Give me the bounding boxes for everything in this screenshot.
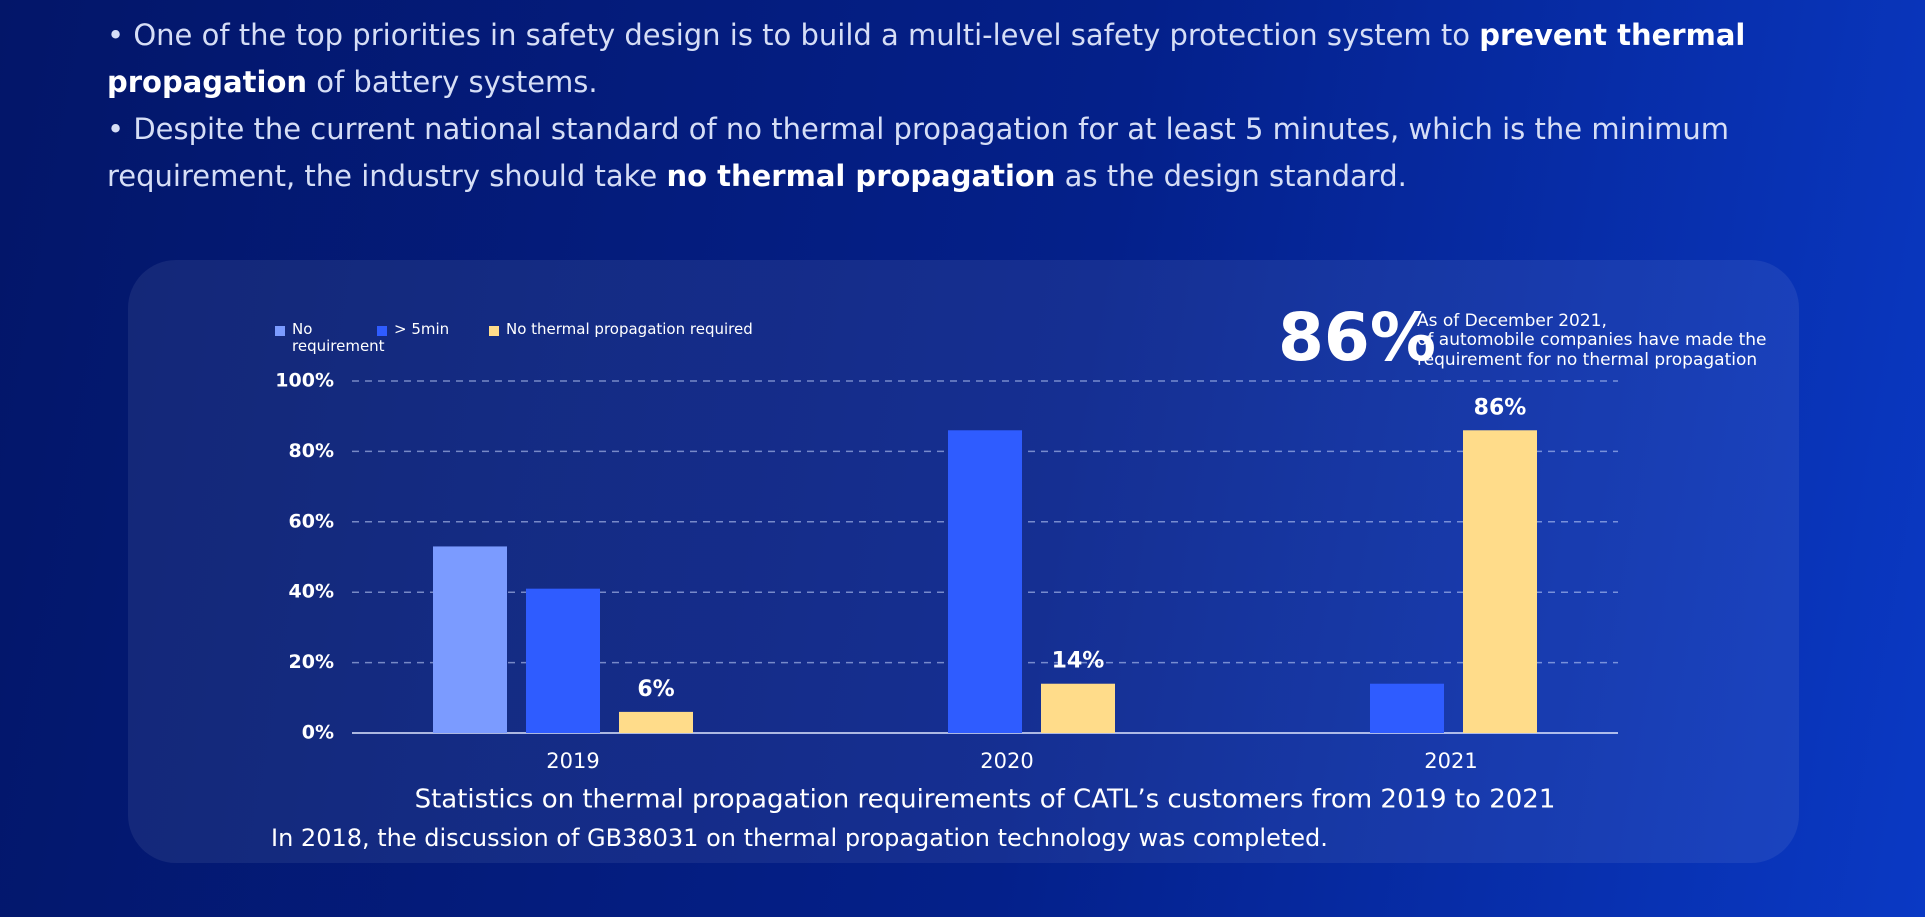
- big-stat: 86%: [1278, 299, 1436, 376]
- bar: [1463, 430, 1537, 733]
- text: • One of the top priorities in safety de…: [107, 18, 1480, 52]
- y-tick-label: 80%: [289, 440, 334, 462]
- legend-label: No thermal propagation required: [506, 321, 753, 338]
- chart-title: Statistics on thermal propagation requir…: [415, 785, 1556, 815]
- stat-note: requirement for no thermal propagation: [1417, 350, 1757, 370]
- stat-note: of automobile companies have made the: [1417, 330, 1767, 350]
- y-tick-label: 20%: [289, 651, 334, 673]
- x-tick-label: 2020: [980, 749, 1033, 773]
- legend-label: > 5min: [394, 321, 450, 338]
- text: • Despite the current national standard …: [107, 112, 1729, 193]
- y-tick-label: 60%: [289, 510, 334, 532]
- data-label: 6%: [637, 677, 674, 702]
- legend-swatch: [275, 326, 285, 336]
- text: as the design standard.: [1055, 159, 1407, 193]
- annotation: In 2018, the discussion of GB38031 on th…: [271, 824, 1328, 852]
- bold-text: no thermal propagation: [666, 159, 1056, 193]
- bar: [526, 588, 600, 733]
- bar: [1041, 683, 1115, 733]
- text: of battery systems.: [307, 65, 598, 99]
- legend-swatch: [377, 326, 387, 336]
- bullet: • Despite the current national standard …: [107, 106, 1767, 200]
- bar: [619, 711, 693, 733]
- x-tick-label: 2021: [1424, 749, 1477, 773]
- bullet: • One of the top priorities in safety de…: [107, 12, 1767, 106]
- legend-label: No requirement: [292, 321, 385, 355]
- legend-item: No requirement: [292, 321, 385, 355]
- bar: [433, 546, 507, 733]
- bar: [948, 430, 1022, 733]
- y-tick-label: 40%: [289, 581, 334, 603]
- bullets: • One of the top priorities in safety de…: [107, 12, 1767, 200]
- legend-item: No thermal propagation required: [506, 321, 753, 338]
- bold-text: prevent thermal propagation: [107, 18, 1746, 99]
- y-tick-label: 100%: [275, 370, 334, 392]
- legend-item: > 5min: [394, 321, 450, 338]
- stat-note: As of December 2021,: [1417, 311, 1607, 331]
- data-label: 86%: [1474, 395, 1527, 420]
- legend-swatch: [489, 326, 499, 336]
- data-label: 14%: [1052, 649, 1105, 674]
- y-tick-label: 0%: [302, 722, 334, 744]
- bar: [1370, 683, 1444, 733]
- x-tick-label: 2019: [546, 749, 599, 773]
